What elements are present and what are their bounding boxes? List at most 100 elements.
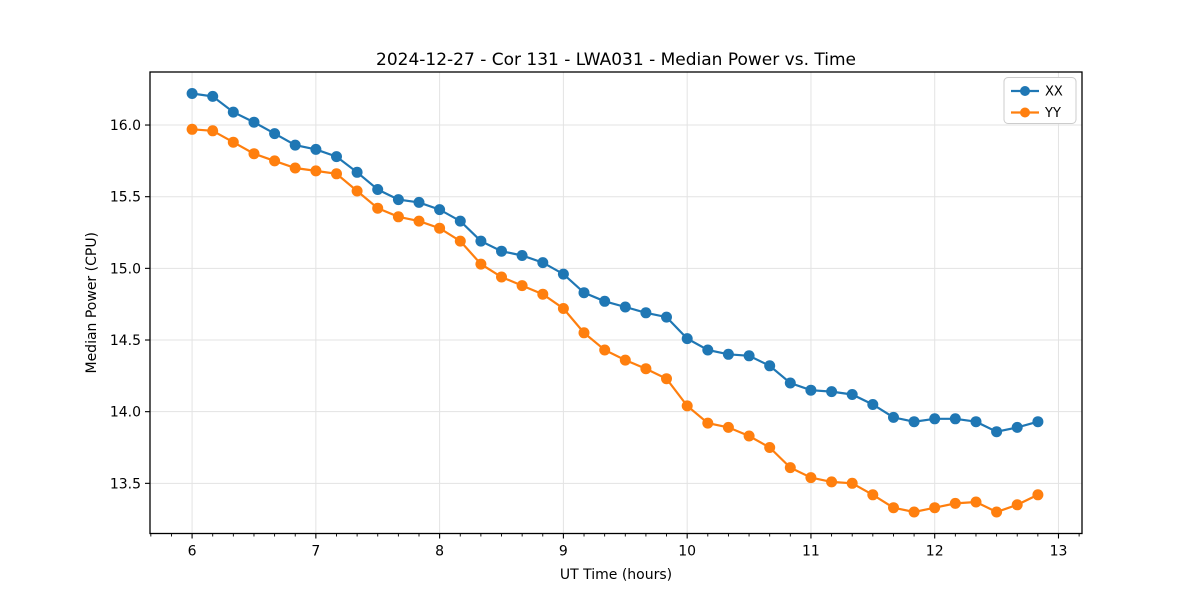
series-yy-marker xyxy=(599,344,611,356)
series-xx-marker xyxy=(949,413,961,425)
series-yy-marker xyxy=(949,497,961,509)
plot-border xyxy=(149,71,1083,535)
legend-sample-marker xyxy=(1020,86,1030,96)
series-xx-marker xyxy=(475,235,487,247)
axis-ticks xyxy=(145,124,1080,539)
series-yy-marker xyxy=(929,502,941,514)
legend-item-label: YY xyxy=(1044,106,1061,121)
y-tick-label: 15.5 xyxy=(110,190,141,206)
series-xx-marker xyxy=(743,350,755,362)
series-xx-marker xyxy=(516,250,528,261)
legend-sample-marker xyxy=(1020,107,1030,118)
series-xx-marker xyxy=(351,166,363,178)
series-yy-marker xyxy=(1011,499,1023,511)
series-yy-marker xyxy=(784,462,796,474)
series-xx-marker xyxy=(805,384,817,396)
series-xx-marker xyxy=(846,389,858,400)
series-yy-marker xyxy=(413,215,425,227)
series-xx-marker xyxy=(826,386,838,398)
x-tick-label: 11 xyxy=(802,544,820,560)
series-xx-marker xyxy=(599,295,611,307)
series-yy-marker xyxy=(434,222,446,234)
series-yy-marker xyxy=(227,136,239,148)
series-yy-marker xyxy=(991,506,1003,518)
legend-box xyxy=(1003,77,1077,124)
x-tick-label: 6 xyxy=(188,544,197,560)
y-axis-label: Median Power (CPU) xyxy=(84,232,100,374)
series-xx-marker xyxy=(970,416,982,428)
series-xx-marker xyxy=(496,245,507,257)
x-tick-label: 7 xyxy=(311,544,320,560)
series-yy-marker xyxy=(1032,489,1044,501)
y-tick-label: 14.0 xyxy=(110,405,141,421)
series-xx-marker xyxy=(186,88,198,99)
series-xx-marker xyxy=(434,204,446,216)
x-tick-label: 12 xyxy=(926,544,944,560)
series-xx-marker xyxy=(1011,421,1023,433)
chart-title: 2024-12-27 - Cor 131 - LWA031 - Median P… xyxy=(376,50,856,70)
series-xx-marker xyxy=(454,215,466,227)
series-xx-line xyxy=(191,92,1039,433)
series-xx-marker xyxy=(413,196,425,208)
series-yy-marker xyxy=(331,168,342,180)
series-yy-marker xyxy=(557,303,569,314)
series-xx-marker xyxy=(640,307,652,319)
series-yy-marker xyxy=(867,489,879,501)
series-xx-marker xyxy=(372,184,384,195)
series-xx-marker xyxy=(888,411,899,423)
series-xx-marker xyxy=(1032,416,1044,428)
series-yy-marker xyxy=(310,165,322,177)
x-tick-label: 13 xyxy=(1050,544,1068,560)
series-xx-marker xyxy=(681,333,693,345)
series-yy-marker xyxy=(908,506,920,518)
series-yy-marker xyxy=(661,373,672,385)
x-tick-label: 8 xyxy=(435,544,444,560)
series-yy-marker xyxy=(537,288,549,300)
series-xx-marker xyxy=(619,301,631,313)
x-tick-label: 9 xyxy=(559,544,568,560)
tick-labels: 6 7 8 9 10 11 12 13 13.5 14.0 14.5 15.0 15.5 16.0 xyxy=(110,118,1068,559)
series-yy-marker xyxy=(372,202,384,214)
series-xx-marker xyxy=(392,194,404,206)
series-yy-marker xyxy=(248,148,260,160)
series-yy-marker xyxy=(496,271,507,283)
series-xx-marker xyxy=(310,143,322,155)
series-yy-marker xyxy=(619,354,631,366)
y-tick-label: 16.0 xyxy=(110,118,141,134)
series-yy-marker xyxy=(826,476,838,488)
series-yy-marker xyxy=(351,185,363,197)
gridlines xyxy=(150,72,1082,534)
series-xx-marker xyxy=(578,287,590,299)
series-yy-marker xyxy=(392,211,404,223)
series-yy-marker xyxy=(764,442,776,453)
series-yy-marker xyxy=(454,235,466,247)
series-yy-marker xyxy=(805,472,817,484)
series-xx-marker xyxy=(908,416,920,428)
series-xx-marker xyxy=(331,151,342,163)
series-yy-marker xyxy=(475,258,487,270)
series-xx-marker xyxy=(207,90,219,102)
series-yy-marker xyxy=(702,417,714,429)
series-xx-marker xyxy=(248,116,260,128)
series-xx-marker xyxy=(557,268,569,280)
series-xx-marker xyxy=(289,139,301,151)
series-xx-marker xyxy=(991,426,1003,438)
series-yy-marker xyxy=(578,327,590,339)
series-xx-marker xyxy=(269,128,281,140)
series-yy-marker xyxy=(640,363,652,375)
series-yy-marker xyxy=(289,162,301,174)
series-yy-marker xyxy=(888,502,899,514)
series-yy-marker xyxy=(970,496,982,508)
legend: XX YY xyxy=(1003,77,1077,124)
series-yy-marker xyxy=(722,421,734,433)
y-tick-label: 15.0 xyxy=(110,261,141,277)
series-xx-marker xyxy=(722,348,734,360)
series-xx-marker xyxy=(867,399,879,410)
series-yy-marker xyxy=(269,155,281,167)
series-yy-line xyxy=(192,128,1039,514)
series-xx-marker xyxy=(929,413,941,425)
series-xx-marker xyxy=(227,106,239,118)
series-xx-marker xyxy=(702,344,714,356)
